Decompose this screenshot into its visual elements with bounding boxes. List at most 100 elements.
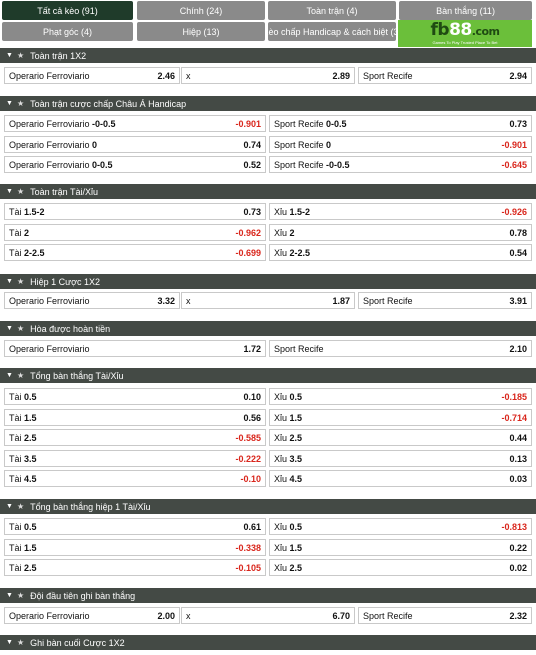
odds-cell[interactable]: Xỉu 1.5 -0.714 <box>269 409 532 426</box>
tab-6[interactable]: Kèo chấp Handicap & cách biệt (3) <box>268 22 396 41</box>
odds-cell[interactable]: Tài 1.5 -0.338 <box>4 539 266 556</box>
logo-wordmark: fb88.com <box>430 20 500 40</box>
odds-cell[interactable]: Tài 0.5 0.10 <box>4 388 266 405</box>
favorite-star-icon[interactable]: ★ <box>16 371 25 380</box>
odds-cell[interactable]: Sport Recife 0 -0.901 <box>269 136 532 153</box>
odds-value: -0.901 <box>501 139 527 150</box>
collapse-caret-icon[interactable]: ▼ <box>6 592 13 599</box>
favorite-star-icon[interactable]: ★ <box>16 277 25 286</box>
odds-value: -0.105 <box>235 562 261 573</box>
odds-cell[interactable]: Operario Ferroviario 0-0.5 0.52 <box>4 156 266 173</box>
tab-1[interactable]: Chính (24) <box>137 1 265 20</box>
odds-cell[interactable]: Xỉu 0.5 -0.185 <box>269 388 532 405</box>
section-header[interactable]: ▼ ★ Toàn trận 1X2 <box>0 48 536 63</box>
odds-cell[interactable]: Xỉu 0.5 -0.813 <box>269 518 532 535</box>
odds-cell[interactable]: Sport Recife 3.91 <box>358 292 532 309</box>
selection-name: Xỉu <box>274 473 288 484</box>
section-header[interactable]: ▼ ★ Tổng bàn thắng Tài/Xỉu <box>0 368 536 383</box>
odds-cell[interactable]: x 2.89 <box>181 67 355 84</box>
tab-5[interactable]: Hiệp (13) <box>137 22 265 41</box>
odds-cell[interactable]: Tài 2.5 -0.105 <box>4 559 266 576</box>
odds-cell[interactable]: Tài 2 -0.962 <box>4 224 266 241</box>
selection-handicap: 4.5 <box>289 473 303 484</box>
odds-cell[interactable]: Xỉu 3.5 0.13 <box>269 450 532 467</box>
section-header[interactable]: ▼ ★ Đội đầu tiên ghi bàn thắng <box>0 588 536 603</box>
section-header[interactable]: ▼ ★ Toàn trận cược chấp Châu Á Handicap <box>0 96 536 111</box>
collapse-caret-icon[interactable]: ▼ <box>6 372 13 379</box>
section-header[interactable]: ▼ ★ Hòa được hoàn tiền <box>0 321 536 336</box>
favorite-star-icon[interactable]: ★ <box>16 638 25 647</box>
odds-cell[interactable]: Xỉu 1.5-2 -0.926 <box>269 203 532 220</box>
selection-name: Tài <box>9 432 22 443</box>
selection-name: Tài <box>9 562 22 573</box>
odds-cell[interactable]: Tài 0.5 0.61 <box>4 518 266 535</box>
selection-label: Tài 2 <box>9 228 29 238</box>
odds-cell[interactable]: Operario Ferroviario 1.72 <box>4 340 266 357</box>
favorite-star-icon[interactable]: ★ <box>16 324 25 333</box>
selection-name: Tài <box>9 473 22 484</box>
tab-4[interactable]: Phạt góc (4) <box>2 22 133 41</box>
favorite-star-icon[interactable]: ★ <box>16 502 25 511</box>
section-header[interactable]: ▼ ★ Ghi bàn cuối Cược 1X2 <box>0 635 536 650</box>
odds-cell[interactable]: Xỉu 1.5 0.22 <box>269 539 532 556</box>
section-header[interactable]: ▼ ★ Tổng bàn thắng hiệp 1 Tài/Xỉu <box>0 499 536 514</box>
collapse-caret-icon[interactable]: ▼ <box>6 639 13 646</box>
collapse-caret-icon[interactable]: ▼ <box>6 52 13 59</box>
selection-name: Operario Ferroviario <box>9 139 90 150</box>
odds-cell[interactable]: Sport Recife 2.94 <box>358 67 532 84</box>
selection-name: Xỉu <box>274 432 288 443</box>
favorite-star-icon[interactable]: ★ <box>16 591 25 600</box>
selection-label: Tài 1.5 <box>9 543 37 553</box>
odds-cell[interactable]: Xỉu 2.5 0.44 <box>269 429 532 446</box>
odds-value: 0.61 <box>243 521 261 532</box>
odds-cell[interactable]: x 1.87 <box>181 292 355 309</box>
selection-label: Sport Recife 0-0.5 <box>274 119 347 129</box>
favorite-star-icon[interactable]: ★ <box>16 51 25 60</box>
odds-cell[interactable]: Operario Ferroviario 2.46 <box>4 67 180 84</box>
selection-handicap: 2 <box>289 227 295 238</box>
odds-cell[interactable]: Tài 3.5 -0.222 <box>4 450 266 467</box>
odds-cell[interactable]: Tài 1.5-2 0.73 <box>4 203 266 220</box>
section-title: Hòa được hoàn tiền <box>30 323 111 334</box>
section-header[interactable]: ▼ ★ Toàn trận Tài/Xỉu <box>0 184 536 199</box>
odds-cell[interactable]: Operario Ferroviario 2.00 <box>4 607 180 624</box>
odds-cell[interactable]: Xỉu 2-2.5 0.54 <box>269 244 532 261</box>
favorite-star-icon[interactable]: ★ <box>16 99 25 108</box>
fb88-logo[interactable]: fb88.com Games To Play Trusted Place To … <box>398 20 532 47</box>
odds-cell[interactable]: x 6.70 <box>181 607 355 624</box>
selection-handicap: 0.5 <box>289 391 303 402</box>
odds-cell[interactable]: Tài 4.5 -0.10 <box>4 470 266 487</box>
selection-handicap: 2.5 <box>24 562 37 573</box>
tab-3[interactable]: Bàn thắng (11) <box>399 1 532 20</box>
odds-value: -0.222 <box>235 453 261 464</box>
selection-name: Tài <box>9 542 22 553</box>
collapse-caret-icon[interactable]: ▼ <box>6 325 13 332</box>
odds-cell[interactable]: Sport Recife 2.32 <box>358 607 532 624</box>
odds-cell[interactable]: Tài 2.5 -0.585 <box>4 429 266 446</box>
odds-value: -0.10 <box>240 473 261 484</box>
section-title: Đội đầu tiên ghi bàn thắng <box>30 590 136 601</box>
odds-cell[interactable]: Sport Recife -0-0.5 -0.645 <box>269 156 532 173</box>
collapse-caret-icon[interactable]: ▼ <box>6 278 13 285</box>
odds-cell[interactable]: Xỉu 4.5 0.03 <box>269 470 532 487</box>
odds-cell[interactable]: Tài 2-2.5 -0.699 <box>4 244 266 261</box>
odds-cell[interactable]: Sport Recife 2.10 <box>269 340 532 357</box>
collapse-caret-icon[interactable]: ▼ <box>6 503 13 510</box>
odds-cell[interactable]: Operario Ferroviario 3.32 <box>4 292 180 309</box>
odds-cell[interactable]: Tài 1.5 0.56 <box>4 409 266 426</box>
tab-0[interactable]: Tất cả kèo (91) <box>2 1 133 20</box>
selection-label: Operario Ferroviario 0-0.5 <box>9 160 113 170</box>
selection-name: Xỉu <box>274 227 288 238</box>
odds-cell[interactable]: Operario Ferroviario 0 0.74 <box>4 136 266 153</box>
favorite-star-icon[interactable]: ★ <box>16 187 25 196</box>
selection-name: Operario Ferroviario <box>9 70 90 81</box>
tab-2[interactable]: Toàn trận (4) <box>268 1 396 20</box>
odds-cell[interactable]: Sport Recife 0-0.5 0.73 <box>269 115 532 132</box>
selection-label: Operario Ferroviario <box>9 611 90 621</box>
odds-cell[interactable]: Xỉu 2.5 0.02 <box>269 559 532 576</box>
collapse-caret-icon[interactable]: ▼ <box>6 188 13 195</box>
odds-cell[interactable]: Xỉu 2 0.78 <box>269 224 532 241</box>
section-header[interactable]: ▼ ★ Hiệp 1 Cược 1X2 <box>0 274 536 289</box>
collapse-caret-icon[interactable]: ▼ <box>6 100 13 107</box>
odds-cell[interactable]: Operario Ferroviario -0-0.5 -0.901 <box>4 115 266 132</box>
